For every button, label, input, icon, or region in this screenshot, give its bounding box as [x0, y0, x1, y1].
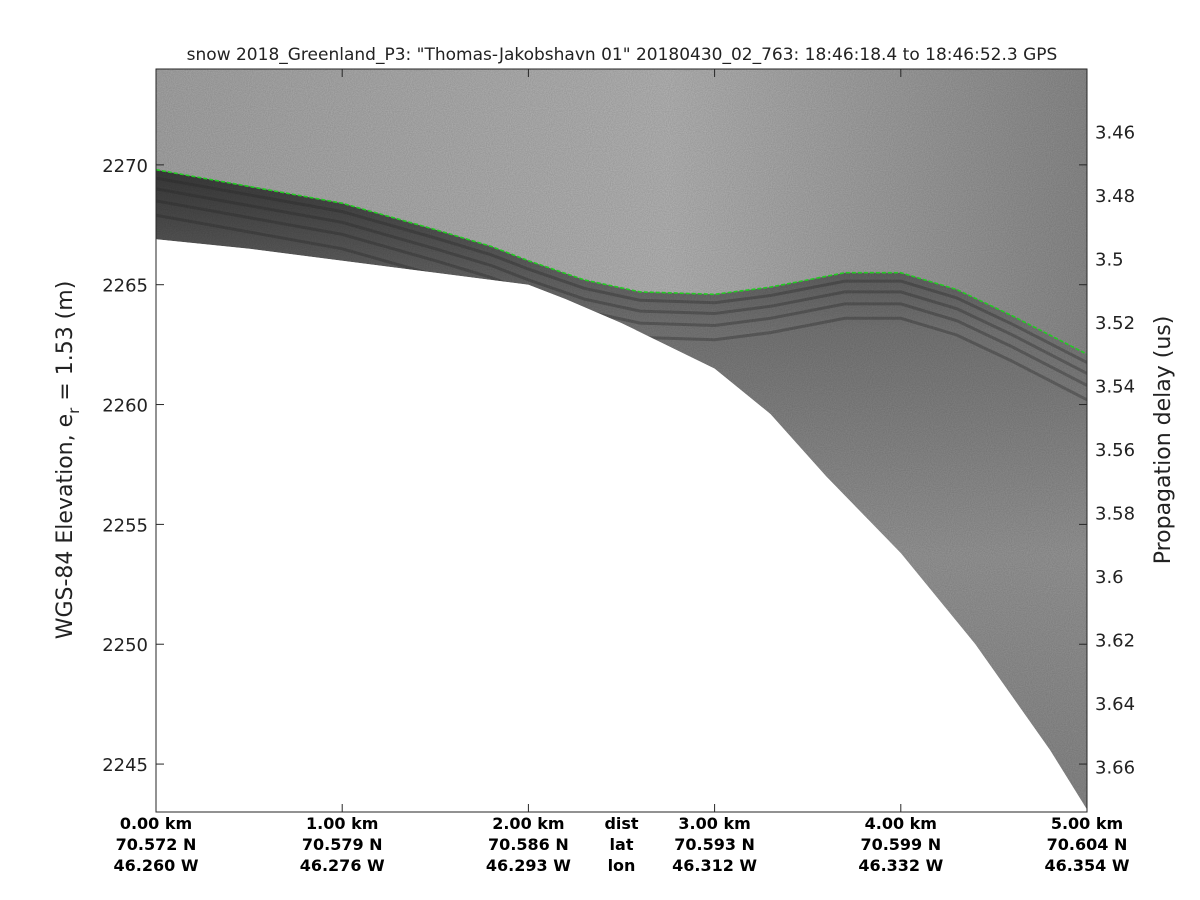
x-tick-label-lon: 46.332 W — [858, 856, 943, 875]
chart-title: snow 2018_Greenland_P3: "Thomas-Jakobsha… — [187, 45, 1058, 65]
plot-frame — [155, 68, 1088, 813]
x-tick-label-dist: 5.00 km — [1051, 814, 1123, 833]
y-axis-label-subscript: r — [65, 407, 83, 414]
x-axis-position-labels: 0.00 km 70.572 N 46.260 W 1.00 km 70.579 N 46… — [114, 814, 1130, 875]
y-axis-label-main: WGS-84 Elevation, e — [53, 414, 78, 639]
y-tick-label: 2255 — [102, 515, 148, 536]
x-row-label-lon: lon — [608, 856, 636, 875]
y2-tick-label: 3.6 — [1095, 567, 1124, 588]
y-tick-label: 2245 — [102, 755, 148, 776]
x-row-label-lat: lat — [610, 835, 634, 854]
y-tick-label: 2270 — [102, 156, 148, 177]
y-axis-label-tail: = 1.53 (m) — [53, 281, 78, 408]
x-tick-label-lon: 46.260 W — [114, 856, 199, 875]
y-tick-label: 2250 — [102, 635, 148, 656]
y2-tick-label: 3.56 — [1095, 440, 1135, 461]
y2-tick-label: 3.64 — [1095, 694, 1135, 715]
y2-tick-label: 3.58 — [1095, 503, 1135, 524]
y2-tick-label: 3.54 — [1095, 376, 1135, 397]
x-tick-label-lat: 70.572 N — [116, 835, 197, 854]
y2-tick-label: 3.66 — [1095, 757, 1135, 778]
x-tick-label-lat: 70.579 N — [302, 835, 383, 854]
right-y-axis: 3.46 3.48 3.5 3.52 3.54 3.56 3.58 3.6 3.62 3.64 3.… — [1095, 122, 1135, 778]
x-tick-label-lat: 70.599 N — [860, 835, 941, 854]
no-data-mask — [156, 239, 1087, 812]
x-tick-label-lon: 46.312 W — [672, 856, 757, 875]
x-tick-label-dist: 2.00 km — [492, 814, 564, 833]
x-tick-label-lat: 70.586 N — [488, 835, 569, 854]
plot-area — [156, 69, 1087, 812]
x-row-label-dist: dist — [604, 814, 638, 833]
y-tick-label: 2265 — [102, 276, 148, 297]
y2-axis-label: Propagation delay (us) — [1151, 316, 1176, 565]
x-tick-label-lat: 70.593 N — [674, 835, 755, 854]
y-axis-label: WGS-84 Elevation, er = 1.53 (m) — [53, 281, 83, 640]
surface-pick-line — [156, 168, 1087, 355]
y-tick-label: 2260 — [102, 396, 148, 417]
y2-tick-label: 3.5 — [1095, 249, 1124, 270]
x-tick-label-dist: 4.00 km — [865, 814, 937, 833]
y2-tick-label: 3.48 — [1095, 186, 1135, 207]
left-y-axis: 2245 2250 2255 2260 2265 2270 — [102, 156, 1087, 776]
x-tick-label-dist: 3.00 km — [678, 814, 750, 833]
y2-tick-label: 3.62 — [1095, 630, 1135, 651]
x-tick-label-dist: 0.00 km — [120, 814, 192, 833]
x-tick-label-lon: 46.276 W — [300, 856, 385, 875]
x-axis — [155, 69, 1088, 812]
x-tick-label-dist: 1.00 km — [306, 814, 378, 833]
x-tick-label-lat: 70.604 N — [1047, 835, 1128, 854]
x-tick-label-lon: 46.354 W — [1045, 856, 1130, 875]
y2-tick-label: 3.52 — [1095, 313, 1135, 334]
y2-tick-label: 3.46 — [1095, 122, 1135, 143]
x-tick-label-lon: 46.293 W — [486, 856, 571, 875]
